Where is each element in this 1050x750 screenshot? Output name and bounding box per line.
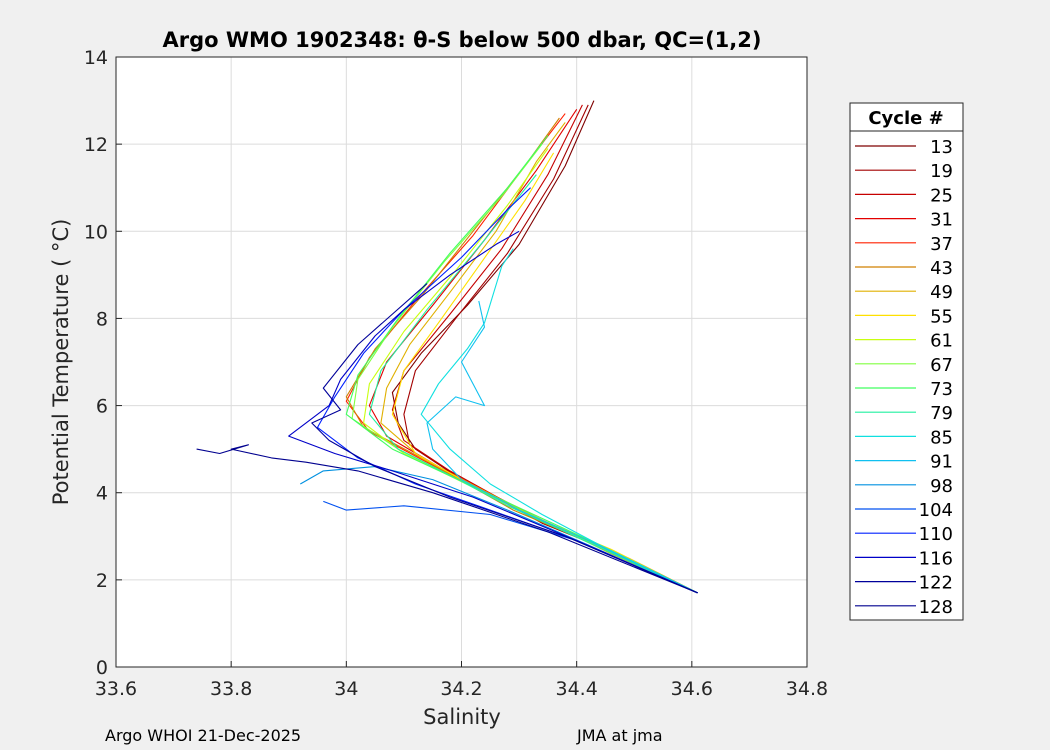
legend-label-13: 13	[930, 137, 953, 158]
y-tick-label: 14	[84, 47, 108, 69]
x-tick-label: 33.6	[95, 678, 137, 700]
series-line-116	[288, 230, 698, 594]
legend-label-49: 49	[930, 282, 953, 303]
x-tick-label: 34	[334, 678, 358, 700]
x-tick-label: 33.8	[210, 678, 252, 700]
legend-label-128: 128	[919, 597, 953, 618]
x-tick-label: 34.8	[786, 678, 828, 700]
y-tick-label: 6	[96, 396, 108, 418]
legend: Cycle # 13 19 25 31 37 43 49 55 61 67 73 79 85 91 98 10…	[849, 102, 964, 621]
legend-label-43: 43	[930, 258, 953, 279]
series-line-91	[426, 300, 698, 594]
y-tick-label: 4	[96, 483, 108, 505]
x-tick-label: 34.4	[556, 678, 598, 700]
legend-label-25: 25	[930, 185, 953, 206]
chart-title: Argo WMO 1902348: θ-S below 500 dbar, QC…	[163, 28, 762, 52]
legend-label-116: 116	[919, 548, 953, 569]
legend-label-79: 79	[930, 403, 953, 424]
x-axis-label: Salinity	[423, 705, 501, 729]
y-tick-label: 12	[84, 134, 108, 156]
footer-right: JMA at jma	[576, 726, 663, 745]
y-tick-label: 0	[96, 657, 108, 679]
legend-label-104: 104	[919, 500, 953, 521]
y-tick-label: 2	[96, 570, 108, 592]
legend-label-31: 31	[930, 210, 953, 231]
legend-label-98: 98	[930, 476, 953, 497]
legend-label-55: 55	[930, 306, 953, 327]
legend-label-85: 85	[930, 427, 953, 448]
ticks: 33.6 33.8 34 34.2 34.4 34.6 34.8 0 2 4 6 8 10 12 14	[84, 47, 828, 700]
series-line-85	[420, 248, 698, 594]
y-tick-label: 8	[96, 308, 108, 330]
legend-label-91: 91	[930, 452, 953, 473]
series-line-122	[311, 283, 698, 594]
legend-label-122: 122	[919, 573, 953, 594]
legend-label-61: 61	[930, 331, 953, 352]
legend-label-73: 73	[930, 379, 953, 400]
footer-left: Argo WHOI 21-Dec-2025	[105, 726, 301, 745]
series-line-73	[345, 135, 698, 594]
legend-title: Cycle #	[868, 108, 943, 129]
x-tick-label: 34.2	[440, 678, 482, 700]
legend-label-67: 67	[930, 355, 953, 376]
series-line-79	[368, 174, 698, 594]
series-lines	[196, 100, 698, 594]
legend-label-110: 110	[919, 524, 953, 545]
legend-box	[849, 102, 964, 621]
y-axis-label: Potential Temperature ( °C)	[49, 219, 73, 506]
legend-items: 13 19 25 31 37 43 49 55 61 67 73 79 85 91 98 104 110 116 1…	[855, 137, 953, 618]
legend-label-37: 37	[930, 234, 953, 255]
y-tick-label: 10	[84, 221, 108, 243]
x-tick-label: 34.6	[671, 678, 713, 700]
legend-label-19: 19	[930, 161, 953, 182]
series-line-128	[196, 444, 698, 594]
